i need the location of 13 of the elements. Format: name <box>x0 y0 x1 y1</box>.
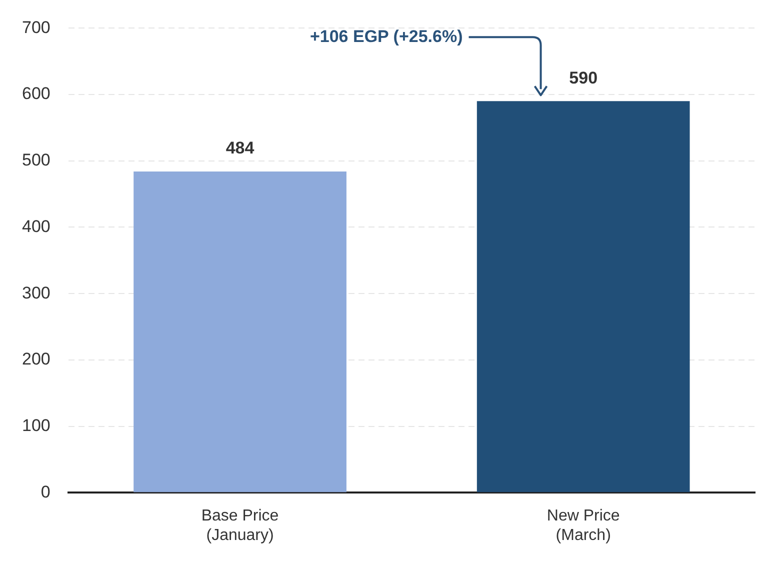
y-tick-label: 600 <box>22 84 50 104</box>
y-tick-label: 100 <box>22 416 50 435</box>
x-tick-label: New Price (March) <box>546 508 620 544</box>
y-tick-label: 700 <box>22 18 50 37</box>
y-tick-label: 200 <box>22 350 50 369</box>
data-label: 484 <box>226 138 255 158</box>
y-tick-label: 500 <box>22 150 50 170</box>
y-tick-label: 0 <box>40 482 50 502</box>
data-label: 590 <box>569 68 598 88</box>
annotation: +106 EGP (+25.6%) <box>310 26 463 46</box>
y-tick-label: 400 <box>22 216 50 236</box>
x-tick-label: Base Price (January) <box>201 508 279 544</box>
y-tick-label: 300 <box>22 283 50 302</box>
